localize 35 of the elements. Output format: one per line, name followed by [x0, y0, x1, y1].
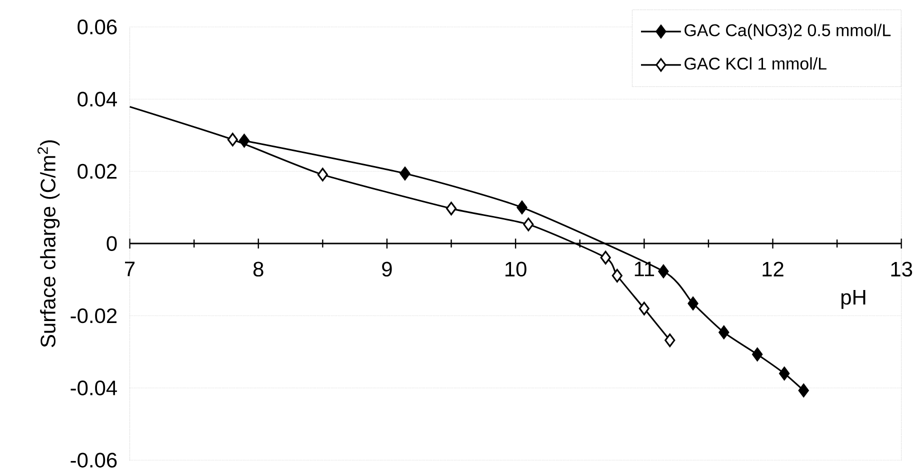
y-axis-title: Surface charge (C/m$^{2}$): [38, 140, 60, 348]
legend-label: GAC Ca(NO3)2 0.5 mmol/L: [684, 24, 891, 40]
x-tick-label: 8: [253, 262, 264, 277]
x-tick-label: 12: [762, 262, 784, 277]
point: [446, 202, 457, 216]
x-axis-title: pH: [841, 290, 866, 310]
point: [400, 166, 410, 181]
y-tick-label: 0.06: [78, 20, 117, 35]
point: [658, 264, 669, 278]
x-tick-label: 10: [506, 262, 526, 277]
y-tick-label: 0.02: [78, 164, 117, 179]
y-tick-label: -0.02: [70, 308, 117, 324]
point: [752, 348, 763, 362]
point: [688, 296, 698, 310]
y-tick-label: -0.06: [70, 452, 117, 468]
y-tick-label: 0.04: [78, 92, 117, 107]
point: [779, 366, 790, 381]
point: [227, 133, 238, 147]
point: [516, 200, 528, 214]
point: [317, 168, 328, 182]
point: [612, 269, 622, 283]
point: [718, 326, 730, 340]
point: [798, 384, 809, 398]
x-tick-label: 11: [634, 262, 654, 276]
point: [664, 334, 676, 348]
point: [638, 302, 650, 316]
x-tick-label: 7: [125, 262, 135, 276]
x-tick-label: 13: [891, 262, 912, 277]
legend-label: GAC KCl 1 mmol/L: [684, 57, 826, 70]
point: [238, 134, 250, 148]
point: [523, 218, 534, 232]
y-tick-label: 0: [106, 236, 117, 252]
x-tick-label: 9: [382, 262, 392, 277]
y-tick-label: -0.04: [70, 380, 117, 396]
point: [600, 251, 611, 265]
